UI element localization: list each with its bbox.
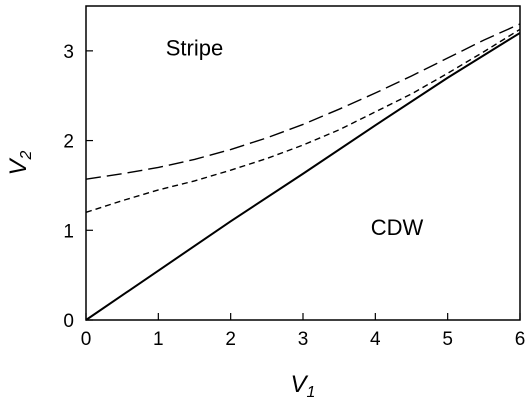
x-tick-label: 6 — [515, 329, 526, 350]
annotations-layer: Stripe CDW — [166, 35, 424, 239]
ticks-layer: 0 1 2 3 4 5 6 0 1 2 3 — [63, 42, 525, 350]
plot-frame — [85, 5, 521, 321]
y-axis-label: V2 — [5, 150, 35, 175]
x-axis-label: V1 — [291, 371, 316, 401]
series-line-long-dash — [85, 23, 521, 180]
series-line-solid — [85, 32, 521, 321]
x-tick-label: 3 — [298, 329, 309, 350]
series-layer — [85, 23, 521, 321]
y-axis-label-main: V — [5, 157, 32, 175]
region-label-cdw: CDW — [371, 215, 424, 240]
y-axis-label-sub: 2 — [18, 150, 35, 160]
x-tick-label: 0 — [81, 329, 92, 350]
series-line-short-dash — [85, 28, 521, 214]
x-tick-label: 2 — [225, 329, 236, 350]
y-tick-label: 3 — [63, 42, 74, 63]
x-tick-label: 1 — [153, 329, 164, 350]
region-label-stripe: Stripe — [166, 35, 223, 60]
x-axis-label-main: V — [291, 371, 309, 398]
y-tick-label: 2 — [63, 132, 74, 153]
x-tick-label: 5 — [442, 329, 453, 350]
x-axis-label-sub: 1 — [307, 384, 316, 401]
y-tick-label: 1 — [63, 221, 74, 242]
x-tick-label: 4 — [370, 329, 381, 350]
y-tick-label: 0 — [63, 311, 74, 332]
